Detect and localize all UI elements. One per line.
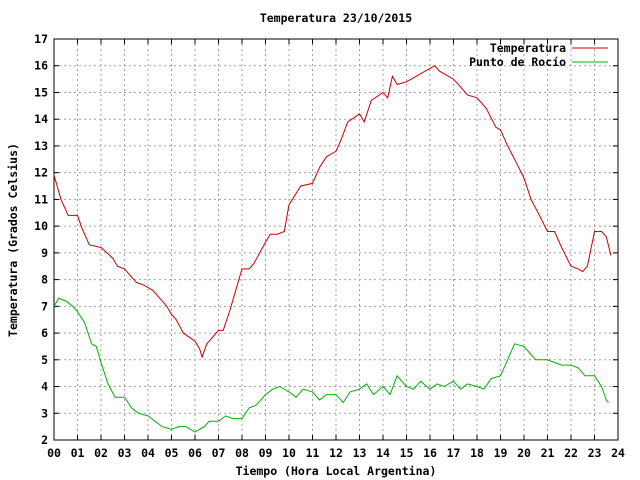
x-tick-label: 06: [188, 446, 202, 460]
y-tick-label: 12: [34, 166, 48, 180]
x-tick-label: 04: [141, 446, 155, 460]
y-tick-label: 13: [34, 139, 48, 153]
x-tick-label: 18: [470, 446, 484, 460]
x-tick-label: 14: [376, 446, 390, 460]
y-tick-label: 14: [34, 112, 48, 126]
x-tick-label: 20: [517, 446, 531, 460]
axis-ticks: 00 01 02 03 04 05 06 07 08 09 10 11 12 13 14 15 16 17 18 19…: [34, 32, 625, 460]
x-tick-label: 21: [541, 446, 555, 460]
x-tick-label: 07: [212, 446, 226, 460]
y-tick-label: 8: [41, 273, 48, 287]
x-tick-label: 12: [329, 446, 343, 460]
series-layer: [53, 65, 612, 433]
y-tick-label: 9: [41, 246, 48, 260]
x-tick-label: 01: [71, 446, 85, 460]
x-tick-label: 09: [259, 446, 273, 460]
y-tick-label: 6: [41, 326, 48, 340]
grid: [54, 39, 618, 440]
x-tick-label: 05: [165, 446, 179, 460]
legend: Temperatura Punto de Rocío: [469, 41, 608, 69]
legend-label-temperatura: Temperatura: [490, 41, 566, 55]
x-tick-label: 17: [447, 446, 461, 460]
x-tick-label: 24: [611, 446, 625, 460]
y-tick-label: 16: [34, 59, 48, 73]
y-tick-label: 10: [34, 219, 48, 233]
y-tick-label: 11: [34, 192, 48, 206]
y-tick-label: 7: [41, 299, 48, 313]
y-tick-label: 5: [41, 353, 48, 367]
x-tick-label: 16: [423, 446, 437, 460]
x-tick-label: 08: [235, 446, 249, 460]
x-tick-label: 10: [282, 446, 296, 460]
x-tick-label: 23: [588, 446, 602, 460]
series-line-1: [53, 297, 609, 433]
x-tick-label: 15: [400, 446, 414, 460]
x-tick-label: 13: [353, 446, 367, 460]
chart-title: Temperatura 23/10/2015: [260, 11, 412, 25]
x-axis-label: Tiempo (Hora Local Argentina): [236, 464, 437, 478]
y-tick-label: 3: [41, 406, 48, 420]
y-tick-label: 2: [41, 433, 48, 447]
x-tick-label: 03: [118, 446, 132, 460]
legend-label-punto-de-rocio: Punto de Rocío: [469, 55, 566, 69]
y-axis-label: Temperatura (Grados Celsius): [6, 143, 20, 337]
y-tick-label: 17: [34, 32, 48, 46]
x-tick-label: 00: [47, 446, 61, 460]
x-tick-label: 11: [306, 446, 320, 460]
x-tick-label: 19: [494, 446, 508, 460]
y-tick-label: 4: [41, 380, 48, 394]
plot-frame: [53, 38, 619, 441]
y-tick-label: 15: [34, 85, 48, 99]
series-line-0: [53, 65, 612, 359]
x-tick-label: 22: [564, 446, 578, 460]
x-tick-label: 02: [94, 446, 108, 460]
